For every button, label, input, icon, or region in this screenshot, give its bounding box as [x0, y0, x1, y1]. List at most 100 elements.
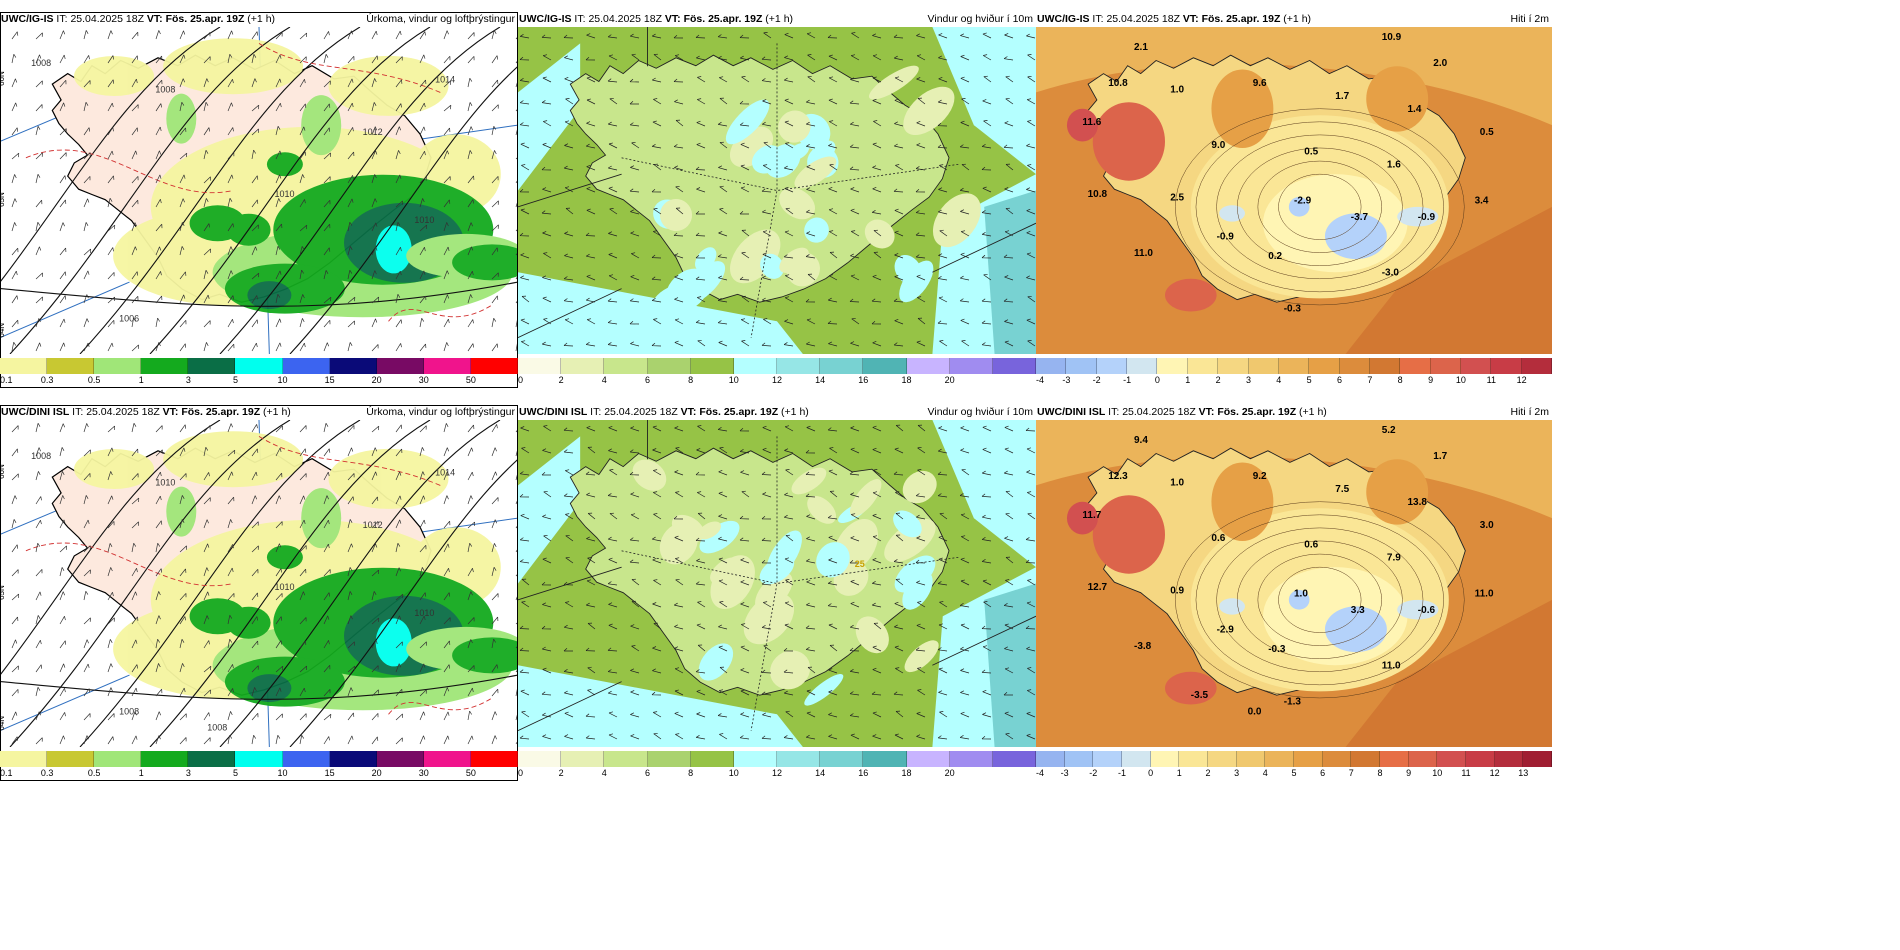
wind-barb — [894, 121, 904, 127]
colorbar-tick-label: 5 — [1291, 768, 1297, 778]
map-area[interactable]: 1008 1014 1012 1010 1006 1010 1008 66N 65N 64N — [0, 27, 518, 354]
wind-barb — [131, 222, 137, 232]
wind-barb — [653, 53, 662, 61]
wind-barb — [784, 120, 794, 127]
wind-barb — [83, 735, 89, 745]
wind-barb — [565, 534, 574, 542]
wind-barb — [982, 470, 992, 476]
map-area[interactable]: 10.9 2.1 2.0 10.8 1.0 9.6 1.7 11.6 1.4 0.5 9.0 0.5 1… — [1036, 27, 1552, 354]
wind-barb — [1005, 512, 1014, 520]
wind-barb — [653, 208, 662, 215]
wind-barb — [607, 493, 618, 498]
colorbar-swatch — [1064, 751, 1094, 767]
wind-barb — [608, 121, 618, 127]
lead-time: (+1 h) — [778, 406, 809, 418]
wind-barb — [983, 120, 992, 127]
wind-barb — [155, 126, 162, 136]
wind-barb — [895, 578, 904, 586]
wind-barb — [251, 342, 258, 352]
colorbar-swatch — [94, 751, 142, 767]
wind-barb — [155, 615, 161, 625]
wind-barb — [542, 557, 552, 564]
wind-barb — [849, 691, 860, 696]
wind-barb — [586, 208, 596, 215]
wind-barb — [783, 254, 794, 259]
wind-barb — [59, 128, 67, 136]
wind-barb — [631, 600, 640, 608]
map-area[interactable] — [518, 27, 1036, 354]
wind-barb — [784, 623, 794, 630]
wind-barb — [519, 735, 530, 740]
wind-barb — [443, 127, 451, 136]
wind-barb — [762, 121, 772, 127]
wind-barb — [740, 580, 750, 586]
colorbar: 0 2 4 6 8 10 12 14 16 18 20 — [518, 751, 1037, 781]
map-area[interactable]: 1008 1014 1012 1010 1008 1010 1010 1008 66N 65N 64… — [0, 420, 518, 747]
wind-barb — [131, 448, 139, 457]
wind-barb — [11, 711, 18, 721]
wind-barb — [395, 641, 403, 649]
wind-barb — [586, 98, 596, 105]
map-area[interactable]: 5.2 9.4 1.7 12.3 1.0 9.2 7.5 11.7 13.8 3.0 0.6 0.6 7… — [1036, 420, 1552, 747]
wind-barb — [915, 254, 926, 259]
wind-barb — [762, 712, 772, 718]
wind-barb — [519, 34, 530, 39]
colorbar-swatch — [906, 358, 950, 374]
wind-barb — [763, 141, 772, 149]
temperature-label: 1.7 — [1335, 91, 1349, 102]
wind-barb — [673, 78, 684, 83]
wind-barb — [179, 102, 185, 112]
wind-barb — [371, 102, 377, 112]
map-area[interactable]: 25 — [518, 420, 1036, 747]
wind-barb — [827, 320, 838, 325]
wind-barb — [107, 447, 114, 457]
wind-barb — [83, 102, 89, 112]
wind-barb — [227, 151, 235, 160]
wind-barb — [849, 166, 860, 171]
wind-barb — [521, 164, 530, 171]
wind-barb — [587, 689, 596, 696]
wind-barb — [917, 446, 926, 454]
wind-barb — [872, 645, 882, 652]
wind-barb — [806, 99, 816, 105]
wind-barb — [515, 740, 518, 745]
wind-barb — [740, 142, 750, 149]
valid-label: VT: — [162, 406, 182, 418]
wind-barb — [807, 54, 816, 61]
wind-barb — [11, 569, 19, 577]
wind-barb — [515, 668, 518, 673]
wind-barb — [981, 166, 992, 171]
wind-barb — [519, 122, 530, 127]
wind-barb — [131, 473, 139, 481]
wind-barb — [828, 297, 838, 303]
wind-barb — [275, 150, 282, 160]
wind-barb — [227, 735, 233, 745]
wind-barb — [541, 625, 552, 630]
wind-barb — [675, 207, 684, 215]
wind-barb — [251, 592, 259, 601]
wind-barb — [395, 471, 402, 481]
wind-barb — [938, 623, 948, 630]
wind-barb — [519, 56, 530, 61]
wind-barb — [674, 646, 684, 652]
wind-barb — [11, 152, 20, 160]
wind-barb — [227, 295, 234, 304]
wind-barb — [960, 579, 970, 586]
wind-barb — [107, 198, 113, 208]
wind-barb — [653, 318, 662, 325]
wind-barb — [828, 668, 838, 674]
wind-barb — [740, 645, 750, 652]
wind-barb — [939, 512, 948, 520]
wind-barb — [251, 521, 259, 529]
wind-barb — [630, 668, 640, 674]
panel-title: UWC/DINI ISL IT: 25.04.2025 18Z VT: Fös.… — [0, 405, 518, 420]
wind-barb — [586, 143, 596, 149]
wind-barb — [785, 469, 794, 476]
wind-barb — [179, 545, 187, 553]
wind-barb — [419, 615, 426, 625]
colorbar-tick-label: 18 — [901, 375, 912, 385]
wind-barb — [1004, 711, 1014, 718]
wind-barb — [653, 491, 662, 498]
wind-barb — [323, 176, 331, 184]
wind-barb — [761, 669, 772, 674]
